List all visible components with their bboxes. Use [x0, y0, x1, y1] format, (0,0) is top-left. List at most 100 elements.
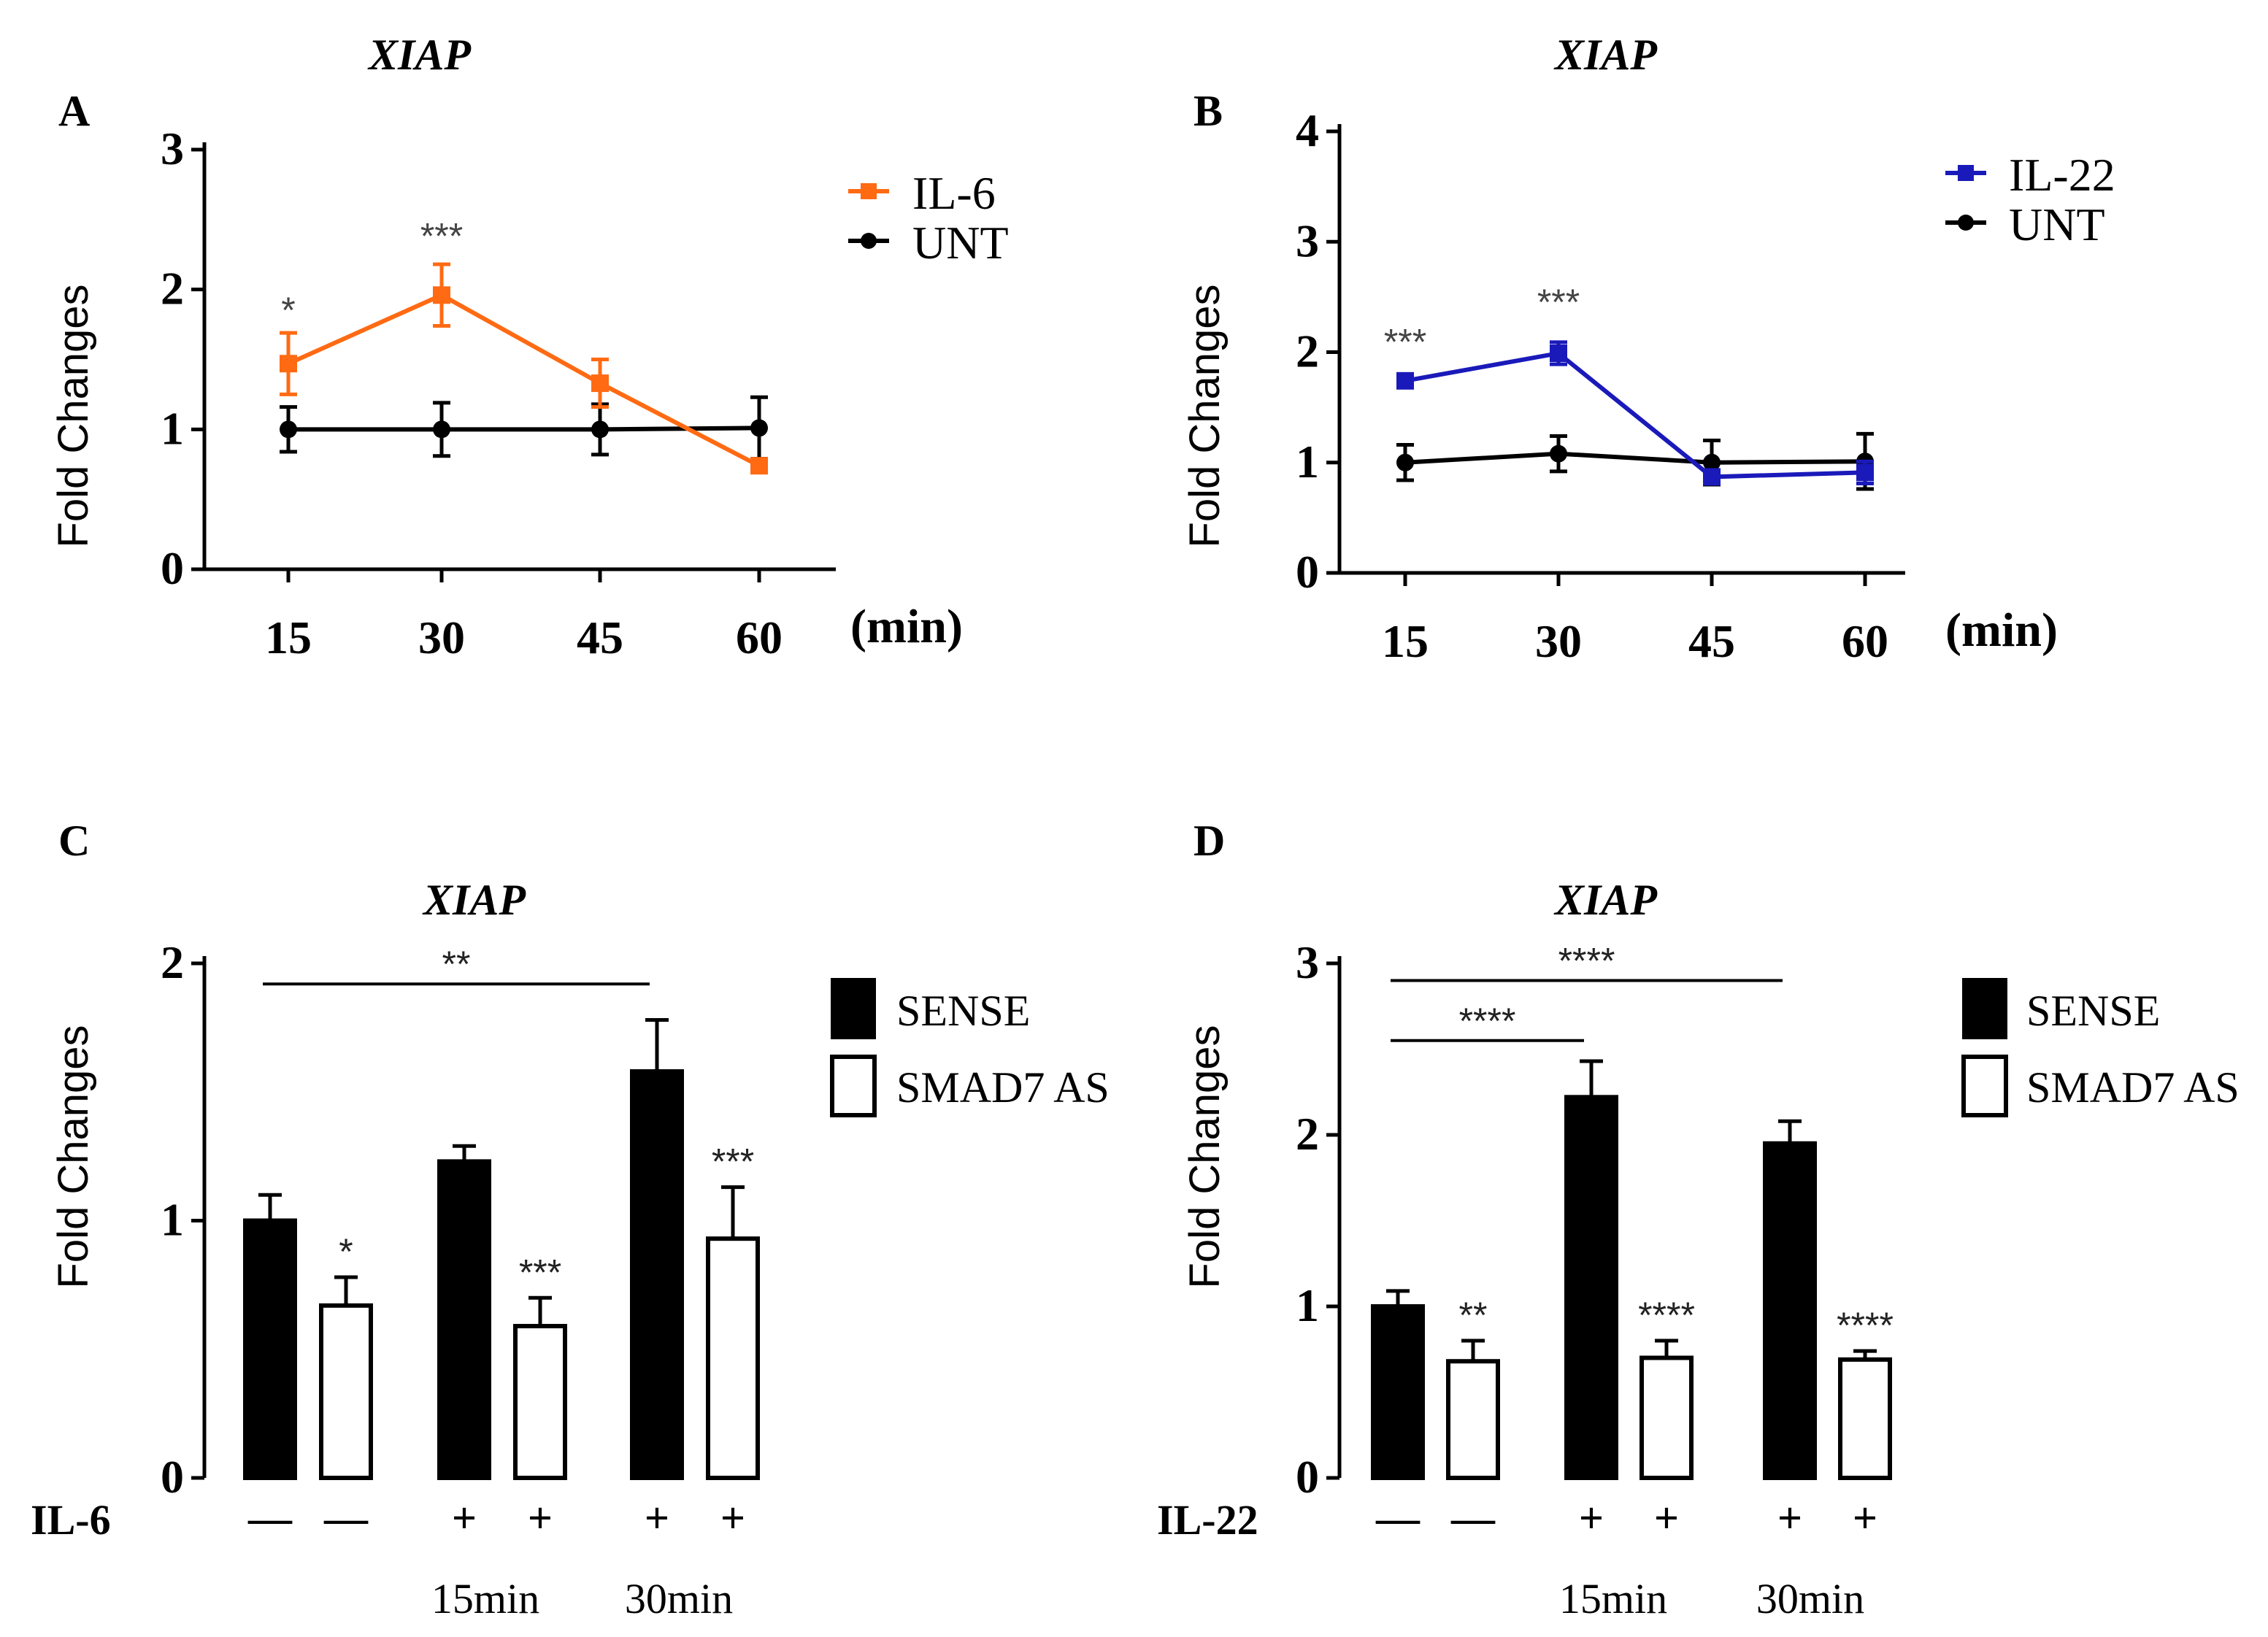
- panel-a-letter: A: [58, 87, 90, 135]
- panel-a-legend-unt-marker: [848, 233, 889, 249]
- panel-a-x-tick-label-30: 30: [418, 612, 465, 663]
- panel-a-il6-line: [287, 292, 761, 468]
- panel-a-axes: 0 1 2 3 15 30 45 60: [161, 123, 836, 663]
- panel-c-y-tick-label-1: 1: [161, 1194, 184, 1246]
- panel-d-legend: SENSE SMAD7 AS: [1961, 978, 2240, 1117]
- panel-a-il6-point-30: [433, 286, 450, 304]
- panel-d-bar-smad7-as-1: [1640, 1355, 1694, 1480]
- panel-c-legend: SENSE SMAD7 AS: [830, 978, 1110, 1117]
- panel-c-bar-chart: C XIAP Fold Changes 0 1 2 — * — + *** + + *** +15m…: [31, 817, 1110, 1622]
- panel-b-il22-line: [1404, 350, 1866, 479]
- panel-c-treatment-sign-5: +: [720, 1494, 745, 1542]
- panel-c-treatment-sign-1: —: [323, 1494, 369, 1542]
- panel-c-bracket-label-0: **: [442, 944, 471, 985]
- panel-a-legend-il6-marker: [848, 183, 889, 199]
- panel-d-treatment-sign-1: —: [1450, 1494, 1496, 1542]
- panel-a-significance-1: ***: [420, 215, 463, 256]
- panel-b-significance-1: ***: [1537, 282, 1580, 323]
- panel-d-bar-significance-1: **: [1459, 1295, 1488, 1336]
- panel-a-marks: ****: [280, 215, 768, 475]
- panel-c-bar-sense-2: [630, 1069, 684, 1481]
- panel-d-treatment-sign-0: —: [1375, 1494, 1421, 1542]
- panel-d-bar-sense-1: [1564, 1095, 1618, 1481]
- panel-a-unt-point-30: [433, 420, 450, 439]
- panel-a-unt-point-60: [750, 419, 768, 437]
- panel-d-time-label-15min: 15min: [1559, 1575, 1667, 1622]
- panel-c-title: XIAP: [422, 876, 526, 924]
- panel-b-unt-line: [1404, 451, 1866, 465]
- panel-d-y-tick-label-2: 2: [1296, 1108, 1319, 1160]
- panel-a-y-axis-label: Fold Changes: [50, 284, 97, 547]
- panel-b-x-unit: (min): [1945, 604, 2058, 657]
- panel-b-title: XIAP: [1553, 31, 1658, 79]
- panel-c-treatment-sign-0: —: [247, 1494, 293, 1542]
- panel-c-axes: 0 1 2: [161, 936, 207, 1503]
- panel-d-marks: — ** — + **** + + **** +15min 30min **** ****: [1371, 941, 1894, 1622]
- panel-b-significance-0: ***: [1384, 321, 1426, 362]
- panel-a-legend-unt-label: UNT: [912, 217, 1009, 269]
- panel-c-bar-smad7-as-1: [513, 1324, 567, 1481]
- panel-c-legend-smad7-swatch: [830, 1055, 877, 1117]
- panel-b-y-axis-label: Fold Changes: [1181, 284, 1229, 547]
- panel-b-il22-point-30: [1550, 344, 1567, 363]
- panel-c-legend-sense-swatch: [831, 978, 876, 1039]
- panel-a-title: XIAP: [367, 31, 472, 79]
- panel-a-legend: IL-6 UNT: [848, 167, 1009, 269]
- panel-a-il6-point-60: [750, 457, 768, 475]
- panel-b-il22-point-15: [1396, 371, 1414, 390]
- panel-b-x-tick-label-45: 45: [1688, 615, 1735, 667]
- panel-d-letter: D: [1193, 817, 1225, 865]
- panel-d-treatment-sign-2: +: [1579, 1494, 1604, 1542]
- panel-a-unt-point-45: [591, 420, 609, 439]
- panel-d-treatment-sign-3: +: [1654, 1494, 1679, 1542]
- panel-b-legend-il22-label: IL-22: [2009, 149, 2115, 201]
- panel-d-bracket-label-1: ****: [1558, 941, 1615, 982]
- panel-b-unt-point-15: [1396, 453, 1414, 471]
- panel-a-y-tick-label-3: 3: [161, 123, 184, 174]
- panel-d-y-tick-label-1: 1: [1296, 1279, 1319, 1331]
- panel-a-unt-point-15: [280, 420, 297, 439]
- panel-d-y-tick-label-0: 0: [1296, 1451, 1319, 1503]
- panel-d-legend-smad7-swatch: [1961, 1055, 2008, 1117]
- panel-a-x-tick-label-60: 60: [736, 612, 783, 663]
- panel-d-legend-sense-swatch: [1962, 978, 2007, 1039]
- panel-c-treatment-sign-4: +: [645, 1494, 669, 1542]
- panel-d-bar-chart: D XIAP Fold Changes 0 1 2 3 — ** — + **** + + ****…: [1157, 817, 2240, 1622]
- panel-c-bar-significance-5: ***: [712, 1141, 754, 1182]
- panel-a-y-tick-label-2: 2: [161, 263, 184, 315]
- panel-c-y-tick-label-2: 2: [161, 936, 184, 988]
- panel-b-legend-il22-marker: [1945, 165, 1986, 181]
- panel-d-title: XIAP: [1553, 876, 1658, 924]
- panel-c-time-label-30min: 30min: [625, 1575, 733, 1622]
- panel-d-treatment-sign-5: +: [1853, 1494, 1877, 1542]
- panel-b-marks: *** ***: [1384, 282, 1874, 491]
- panel-d-treatment-label: IL-22: [1157, 1496, 1258, 1544]
- panel-d-bar-sense-0: [1371, 1304, 1425, 1480]
- panel-c-bar-smad7-as-2: [706, 1236, 760, 1481]
- panel-d-bar-sense-2: [1763, 1141, 1817, 1480]
- panel-b-y-tick-label-0: 0: [1296, 546, 1319, 598]
- panel-a-x-tick-label-15: 15: [265, 612, 312, 663]
- panel-d-axes: 0 1 2 3: [1296, 936, 1342, 1503]
- panel-b-y-tick-label-1: 1: [1296, 436, 1319, 488]
- panel-b-y-tick-label-3: 3: [1296, 215, 1319, 266]
- panel-a-x-unit: (min): [850, 600, 963, 653]
- panel-b-y-tick-label-2: 2: [1296, 326, 1319, 377]
- panel-c-legend-sense-label: SENSE: [896, 987, 1030, 1035]
- panel-d-time-label-30min: 30min: [1756, 1575, 1864, 1622]
- panel-c-legend-smad7-label: SMAD7 AS: [896, 1063, 1110, 1112]
- panel-c-treatment-label: IL-6: [31, 1496, 111, 1544]
- panel-b-legend: IL-22 UNT: [1945, 149, 2115, 250]
- panel-b-y-tick-label-4: 4: [1296, 104, 1319, 156]
- panel-c-treatment-sign-2: +: [452, 1494, 477, 1542]
- panel-b-axes: 0 1 2 3 4 15 30 45 60: [1296, 104, 1905, 667]
- panel-c-y-tick-label-0: 0: [161, 1451, 184, 1503]
- panel-b-il22-point-45: [1703, 468, 1721, 486]
- panel-b-x-tick-label-15: 15: [1382, 615, 1429, 667]
- panel-b-legend-unt-label: UNT: [2009, 199, 2105, 250]
- panel-b-x-tick-label-60: 60: [1842, 615, 1888, 667]
- panel-c-marks: — * — + *** + + *** +15min 30min **: [243, 944, 760, 1622]
